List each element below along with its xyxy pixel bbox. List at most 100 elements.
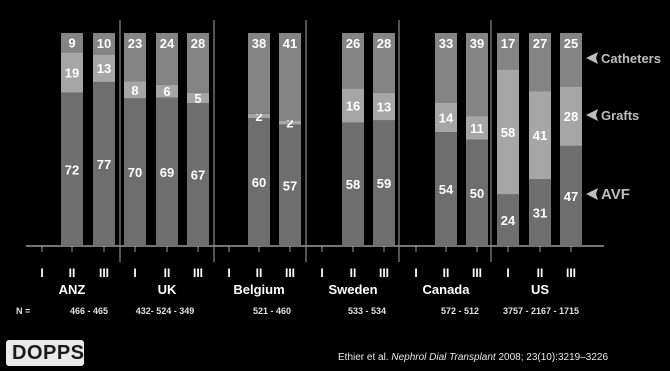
bar-segment-grafts	[435, 102, 457, 133]
bar-segment-avf	[279, 124, 301, 246]
phase-label: III	[566, 266, 576, 280]
phase-label: I	[320, 266, 323, 280]
bar-segment-avf	[124, 98, 146, 246]
bar-label-avf: 58	[346, 177, 360, 192]
bar-label-catheters: 28	[377, 36, 391, 51]
bar-segment-catheters	[466, 33, 488, 117]
phase-label: II	[443, 266, 450, 280]
sample-size-label: 521 - 460	[253, 306, 291, 316]
phase-label: I	[506, 266, 509, 280]
bar-segment-grafts	[342, 88, 364, 123]
bar-label-avf: 31	[533, 206, 547, 221]
bar-label-avf: 67	[191, 168, 205, 183]
citation-journal: Nephrol Dial Transplant	[391, 352, 496, 363]
bar-segment-grafts	[61, 52, 83, 93]
bar-segment-grafts	[560, 86, 582, 146]
phase-label: III	[285, 266, 295, 280]
legend-label-catheters: Catheters	[601, 51, 661, 66]
bar-segment-grafts	[124, 81, 146, 99]
legend-arrow	[586, 188, 598, 200]
bar-segment-avf	[497, 194, 519, 246]
country-label: Canada	[423, 282, 471, 297]
bar-segment-avf	[560, 145, 582, 246]
bar-label-grafts: 28	[564, 109, 578, 124]
bar-segment-avf	[156, 97, 178, 246]
dopps-logo: DOPPS	[6, 340, 84, 366]
bar-label-grafts: 14	[439, 110, 454, 125]
bar-segment-catheters	[373, 33, 395, 93]
sample-size-label: 572 - 512	[441, 306, 479, 316]
bar-label-catheters: 33	[439, 36, 453, 51]
phase-label: III	[379, 266, 389, 280]
bar-segment-catheters	[342, 33, 364, 89]
bar-label-avf: 69	[160, 165, 174, 180]
bar-label-grafts: 6	[163, 84, 170, 99]
bar-segment-avf	[466, 139, 488, 246]
bar-label-catheters: 39	[470, 36, 484, 51]
phase-label: II	[164, 266, 171, 280]
bar-label-grafts: 5	[194, 91, 201, 106]
bar-segment-catheters	[529, 33, 551, 92]
bar-segment-catheters	[248, 33, 270, 114]
sample-size-label: 3757 - 2167 - 1715	[503, 306, 579, 316]
phase-label: II	[256, 266, 263, 280]
bar-label-catheters: 41	[283, 36, 297, 51]
bar-segment-catheters	[279, 33, 301, 121]
sample-size-label: 432- 524 - 349	[136, 306, 195, 316]
bar-segment-grafts	[187, 92, 209, 104]
bar-label-avf: 57	[283, 178, 297, 193]
bar-segment-avf	[61, 92, 83, 246]
phase-label: I	[40, 266, 43, 280]
bar-segment-grafts	[93, 54, 115, 82]
bar-label-grafts: 19	[65, 65, 79, 80]
bar-segment-avf	[435, 132, 457, 246]
bar-label-catheters: 25	[564, 36, 578, 51]
bar-label-grafts: 11	[470, 121, 484, 136]
phase-label: II	[350, 266, 357, 280]
bar-segment-avf	[93, 81, 115, 247]
bar-label-grafts: 58	[501, 125, 515, 140]
bar-segment-catheters	[93, 33, 115, 55]
bar-label-avf: 24	[501, 213, 516, 228]
bar-label-grafts: 2	[286, 115, 293, 130]
bar-segment-grafts	[466, 116, 488, 140]
country-label: Belgium	[233, 282, 284, 297]
bar-label-catheters: 23	[128, 36, 142, 51]
phase-label: I	[414, 266, 417, 280]
bar-label-grafts: 8	[131, 83, 138, 98]
bar-label-catheters: 27	[533, 36, 547, 51]
bar-label-avf: 59	[377, 176, 391, 191]
bar-label-catheters: 28	[191, 36, 205, 51]
phase-label: III	[193, 266, 203, 280]
bar-segment-grafts	[373, 92, 395, 121]
bar-label-grafts: 41	[533, 128, 547, 143]
country-label: UK	[158, 282, 177, 297]
bar-label-grafts: 13	[97, 61, 111, 76]
bar-segment-catheters	[61, 33, 83, 53]
bar-segment-grafts	[248, 113, 270, 119]
bar-label-grafts: 13	[377, 99, 391, 114]
legend-label-avf: AVF	[601, 186, 630, 203]
sample-size-label: 533 - 534	[348, 306, 386, 316]
bar-label-avf: 60	[252, 175, 266, 190]
phase-label: I	[227, 266, 230, 280]
bar-label-avf: 47	[564, 189, 578, 204]
bar-label-catheters: 10	[97, 36, 111, 51]
bar-segment-grafts	[156, 84, 178, 98]
bar-label-avf: 50	[470, 186, 484, 201]
citation-authors: Ethier et al.	[338, 352, 389, 363]
phase-label: II	[537, 266, 544, 280]
bar-segment-catheters	[156, 33, 178, 85]
bar-segment-avf	[342, 122, 364, 246]
bar-segment-catheters	[124, 33, 146, 82]
bar-segment-grafts	[497, 69, 519, 195]
phase-label: II	[69, 266, 76, 280]
bar-segment-avf	[529, 179, 551, 246]
legend-arrow	[586, 52, 598, 64]
phase-label: III	[472, 266, 482, 280]
country-label: ANZ	[59, 282, 86, 297]
bar-label-catheters: 26	[346, 36, 360, 51]
bar-label-catheters: 38	[252, 36, 266, 51]
bar-label-catheters: 9	[68, 36, 75, 51]
